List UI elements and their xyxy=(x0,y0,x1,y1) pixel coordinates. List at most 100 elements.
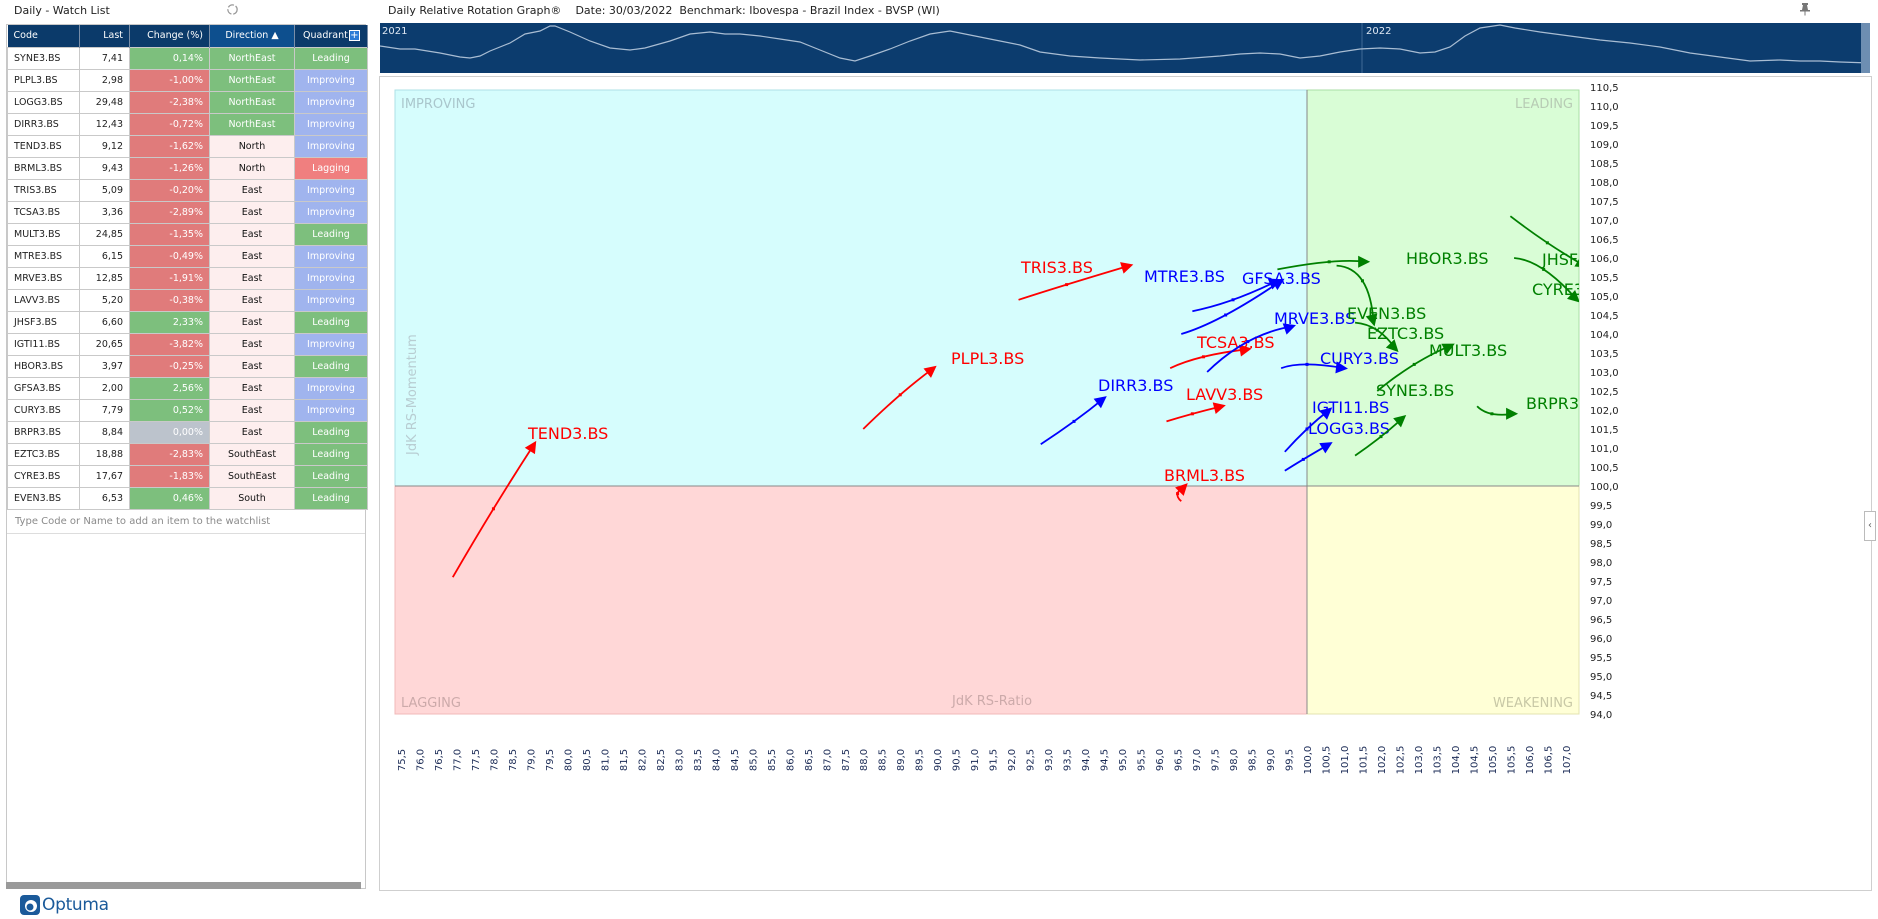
rrg-tail-label[interactable]: EZTC3.BS xyxy=(1367,324,1444,343)
cell-change: -0,38% xyxy=(129,288,210,312)
x-tick-label: 79,5 xyxy=(545,749,556,771)
watchlist-row[interactable]: EVEN3.BS 6,53 0,46% South Leading xyxy=(7,486,368,510)
rrg-tail-mrve3-bs[interactable]: MRVE3.BS xyxy=(1206,309,1355,373)
rrg-tail-syne3-bs[interactable]: SYNE3.BS xyxy=(1354,381,1454,457)
rrg-tail-gfsa3-bs[interactable]: GFSA3.BS xyxy=(1181,269,1321,335)
x-tick-label: 78,0 xyxy=(489,749,500,771)
x-tick-label: 82,5 xyxy=(656,749,667,771)
rrg-tail-label[interactable]: BRPR3.BS xyxy=(1526,394,1605,413)
rrg-tail-brml3-bs[interactable]: BRML3.BS xyxy=(1164,466,1245,502)
rrg-tail-mult3-bs[interactable]: MULT3.BS xyxy=(1376,341,1507,392)
column-header-code[interactable]: Code xyxy=(7,25,80,47)
rrg-tail-label[interactable]: TEND3.BS xyxy=(527,424,608,443)
watchlist-row[interactable]: CYRE3.BS 17,67 -1,83% SouthEast Leading xyxy=(7,464,368,488)
cell-quadrant: Leading xyxy=(294,442,368,466)
watchlist-row[interactable]: BRML3.BS 9,43 -1,26% North Lagging xyxy=(7,156,368,180)
cell-direction: East xyxy=(209,222,295,246)
cell-change: -2,89% xyxy=(129,200,210,224)
collapse-panel-button[interactable]: ‹ xyxy=(1864,511,1876,541)
x-tick-label: 104,0 xyxy=(1451,746,1462,775)
add-column-icon[interactable]: + xyxy=(348,30,360,42)
rrg-tail-igti11-bs[interactable]: IGTI11.BS xyxy=(1284,398,1390,453)
watchlist-row[interactable]: PLPL3.BS 2,98 -1,00% NorthEast Improving xyxy=(7,68,368,92)
watchlist-row[interactable]: DIRR3.BS 12,43 -0,72% NorthEast Improving xyxy=(7,112,368,136)
timeline-scroll-handle[interactable] xyxy=(1861,23,1870,73)
arrowhead-icon xyxy=(923,365,937,378)
watchlist-row[interactable]: TCSA3.BS 3,36 -2,89% East Improving xyxy=(7,200,368,224)
rrg-tail-label[interactable]: HBOR3.BS xyxy=(1406,249,1489,268)
watchlist-row[interactable]: LAVV3.BS 5,20 -0,38% East Improving xyxy=(7,288,368,312)
rrg-tail-eztc3-bs[interactable]: EZTC3.BS xyxy=(1354,321,1444,353)
rrg-tail-label[interactable]: MULT3.BS xyxy=(1429,341,1507,360)
x-tick-label: 87,0 xyxy=(822,749,833,771)
cell-quadrant: Improving xyxy=(294,266,368,290)
rrg-tail-label[interactable]: CURY3.BS xyxy=(1320,349,1399,368)
rrg-tail-label[interactable]: MRVE3.BS xyxy=(1274,309,1355,328)
watchlist-row[interactable]: TEND3.BS 9,12 -1,62% North Improving xyxy=(7,134,368,158)
quadrant-lagging xyxy=(394,485,1308,715)
rrg-tail-tend3-bs[interactable]: TEND3.BS xyxy=(451,424,609,578)
rrg-tail-logg3-bs[interactable]: LOGG3.BS xyxy=(1284,419,1390,472)
rrg-tail-even3-bs[interactable]: EVEN3.BS xyxy=(1336,264,1427,327)
rrg-tail-label[interactable]: MTRE3.BS xyxy=(1144,267,1225,286)
rrg-tail-cyre3-bs[interactable]: CYRE3.BS xyxy=(1514,257,1610,303)
add-item-input[interactable]: Type Code or Name to add an item to the … xyxy=(7,510,365,534)
rrg-tail-label[interactable]: BRML3.BS xyxy=(1164,466,1245,485)
x-tick-label: 102,0 xyxy=(1377,746,1388,775)
cell-last: 9,12 xyxy=(79,134,130,158)
rrg-tail-lavv3-bs[interactable]: LAVV3.BS xyxy=(1166,385,1263,423)
rrg-chart[interactable]: IMPROVING LEADING LAGGING WEAKENING JdK … xyxy=(380,77,1871,890)
column-header-direction[interactable]: Direction ▲ xyxy=(209,25,295,47)
watchlist-row[interactable]: GFSA3.BS 2,00 2,56% East Improving xyxy=(7,376,368,400)
rrg-tail-label[interactable]: DIRR3.BS xyxy=(1098,376,1173,395)
watchlist-row[interactable]: IGTI11.BS 20,65 -3,82% East Improving xyxy=(7,332,368,356)
rrg-tail-brpr3-bs[interactable]: BRPR3.BS xyxy=(1476,394,1605,420)
rrg-tail-label[interactable]: SYNE3.BS xyxy=(1376,381,1454,400)
watchlist-row[interactable]: LOGG3.BS 29,48 -2,38% NorthEast Improving xyxy=(7,90,368,114)
quadrant-leading xyxy=(1306,89,1580,487)
cell-direction: South xyxy=(209,486,295,510)
cell-code: GFSA3.BS xyxy=(7,376,80,400)
rrg-tail-tris3-bs[interactable]: TRIS3.BS xyxy=(1018,258,1134,301)
cell-code: BRML3.BS xyxy=(7,156,80,180)
watchlist-row[interactable]: TRIS3.BS 5,09 -0,20% East Improving xyxy=(7,178,368,202)
cell-last: 12,43 xyxy=(79,112,130,136)
watchlist-row[interactable]: SYNE3.BS 7,41 0,14% NorthEast Leading xyxy=(7,46,368,70)
rrg-header: Daily Relative Rotation Graph® Date: 30/… xyxy=(388,4,940,17)
refresh-icon[interactable] xyxy=(226,3,239,16)
watchlist-row[interactable]: BRPR3.BS 8,84 0,00% East Leading xyxy=(7,420,368,444)
rrg-tail-label[interactable]: LAVV3.BS xyxy=(1186,385,1263,404)
x-tick-label: 102,5 xyxy=(1395,746,1406,775)
watchlist-row[interactable]: CURY3.BS 7,79 0,52% East Improving xyxy=(7,398,368,422)
rrg-tail-plpl3-bs[interactable]: PLPL3.BS xyxy=(862,349,1024,430)
timeline-navigator[interactable]: 2021 2022 xyxy=(380,23,1870,73)
column-header-change[interactable]: Change (%) xyxy=(129,25,210,47)
rrg-tail-label[interactable]: EVEN3.BS xyxy=(1347,304,1426,323)
cell-quadrant: Leading xyxy=(294,354,368,378)
watchlist-row[interactable]: JHSF3.BS 6,60 2,33% East Leading xyxy=(7,310,368,334)
x-tick-label: 106,5 xyxy=(1543,746,1554,775)
pin-icon[interactable] xyxy=(1798,2,1812,16)
rrg-tail-label[interactable]: IGTI11.BS xyxy=(1312,398,1389,417)
column-header-last[interactable]: Last xyxy=(79,25,130,47)
rrg-tail-label[interactable]: LOGG3.BS xyxy=(1308,419,1390,438)
cell-code: MTRE3.BS xyxy=(7,244,80,268)
rrg-tail-dirr3-bs[interactable]: DIRR3.BS xyxy=(1040,376,1174,445)
y-tick-label: 102,5 xyxy=(1590,387,1619,398)
rrg-tail-label[interactable]: TRIS3.BS xyxy=(1020,258,1093,277)
rrg-tail-hbor3-bs[interactable]: HBOR3.BS xyxy=(1277,249,1489,271)
watchlist-row[interactable]: MRVE3.BS 12,85 -1,91% East Improving xyxy=(7,266,368,290)
rrg-tail-label[interactable]: PLPL3.BS xyxy=(951,349,1024,368)
rrg-tail-jhsf3-bs[interactable]: JHSF3.BS xyxy=(1509,215,1614,269)
column-header-quadrant[interactable]: Quadrant + xyxy=(294,25,368,47)
cell-direction: North xyxy=(209,156,295,180)
watchlist-row[interactable]: EZTC3.BS 18,88 -2,83% SouthEast Leading xyxy=(7,442,368,466)
watchlist-row[interactable]: MTRE3.BS 6,15 -0,49% East Improving xyxy=(7,244,368,268)
rrg-tail-label[interactable]: JHSF3.BS xyxy=(1541,250,1614,269)
rrg-tail-label[interactable]: CYRE3.BS xyxy=(1532,280,1610,299)
rrg-tail-label[interactable]: GFSA3.BS xyxy=(1242,269,1321,288)
rrg-tail-cury3-bs[interactable]: CURY3.BS xyxy=(1280,349,1399,374)
watchlist-row[interactable]: HBOR3.BS 3,97 -0,25% East Leading xyxy=(7,354,368,378)
horizontal-scrollbar[interactable] xyxy=(6,882,361,889)
watchlist-row[interactable]: MULT3.BS 24,85 -1,35% East Leading xyxy=(7,222,368,246)
